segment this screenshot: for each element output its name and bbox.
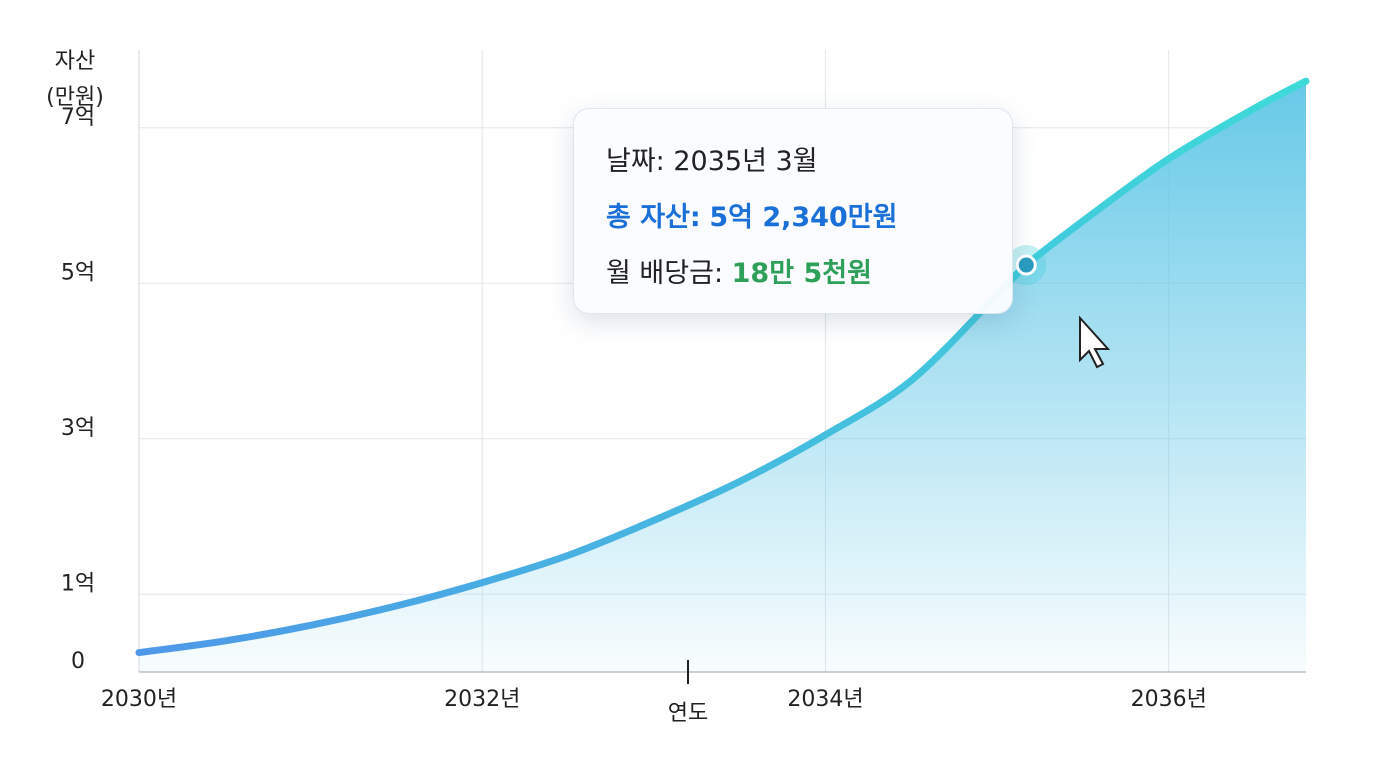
tooltip-label: 날짜: (606, 146, 665, 177)
y-axis-label: 자산 (55, 49, 95, 74)
x-axis-label: 연도 (668, 701, 708, 726)
line (135, 77, 1310, 657)
x-tick-label: 2032년 (444, 687, 520, 712)
x-tick-label: 2034년 (787, 687, 863, 712)
tooltip-date: 날짜: 2035년 3월 (606, 139, 1012, 195)
cursor (1079, 315, 1111, 369)
y-axis-label: (만원) (46, 85, 104, 110)
hover-point (1015, 254, 1037, 276)
y-tick-label: 7억 (61, 105, 95, 130)
tooltip-value: 2035년 3월 (673, 146, 818, 177)
y-tick-label: 5억 (61, 260, 95, 285)
tooltip-label: 월 배당금: (606, 258, 724, 289)
tooltip-value: 5억 2,340만원 (709, 202, 898, 233)
y-tick-label: 3억 (61, 416, 95, 441)
area (139, 81, 1306, 673)
tooltip-value: 18만 5천원 (731, 258, 872, 289)
tooltip-dividend: 월 배당금: 18만 5천원 (606, 251, 1012, 307)
x-tick-label: 2030년 (101, 687, 177, 712)
tooltip-label: 총 자산: (606, 202, 701, 233)
y-tick-label: 0 (71, 649, 85, 674)
x-tick-label: 2036년 (1131, 687, 1207, 712)
tooltip-total: 총 자산: 5억 2,340만원 (606, 195, 1012, 251)
tooltip: 날짜: 2035년 3월 총 자산: 5억 2,340만원 월 배당금: 18만… (573, 108, 1013, 314)
y-tick-label: 1억 (61, 571, 95, 596)
